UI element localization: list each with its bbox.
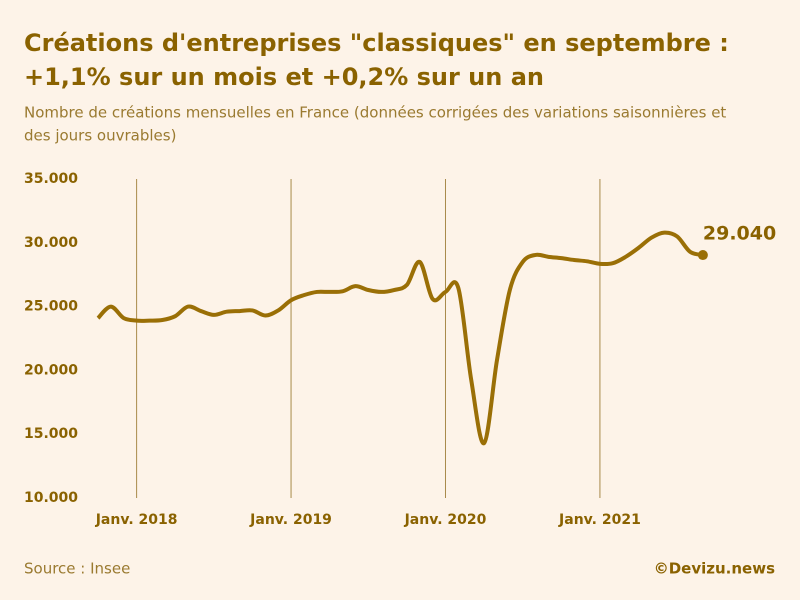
subtitle: Nombre de créations mensuelles en France…	[24, 104, 726, 122]
x-tick-label: Janv. 2019	[249, 512, 332, 528]
y-tick-label: 35.000	[24, 171, 78, 187]
y-tick-label: 20.000	[24, 362, 78, 378]
x-tick-label: Janv. 2021	[558, 512, 641, 528]
point	[697, 250, 708, 261]
line	[96, 230, 704, 446]
x-tick-label: Janv. 2020	[404, 512, 487, 528]
source: Source : Insee	[24, 560, 130, 578]
y-tick-label: 25.000	[24, 299, 78, 315]
chart-title: Créations d'entreprises "classiques" en …	[24, 29, 729, 57]
y-tick-label: 15.000	[24, 426, 78, 442]
subtitle: des jours ouvrables)	[24, 127, 176, 145]
y-tick-label: 30.000	[24, 235, 78, 251]
chart-title: +1,1% sur un mois et +0,2% sur un an	[24, 63, 544, 91]
y-tick-label: 10.000	[24, 490, 78, 506]
x-tick-label: Janv. 2018	[95, 512, 178, 528]
credit: ©Devizu.news	[654, 560, 775, 578]
data-label: 29.040	[703, 223, 776, 245]
